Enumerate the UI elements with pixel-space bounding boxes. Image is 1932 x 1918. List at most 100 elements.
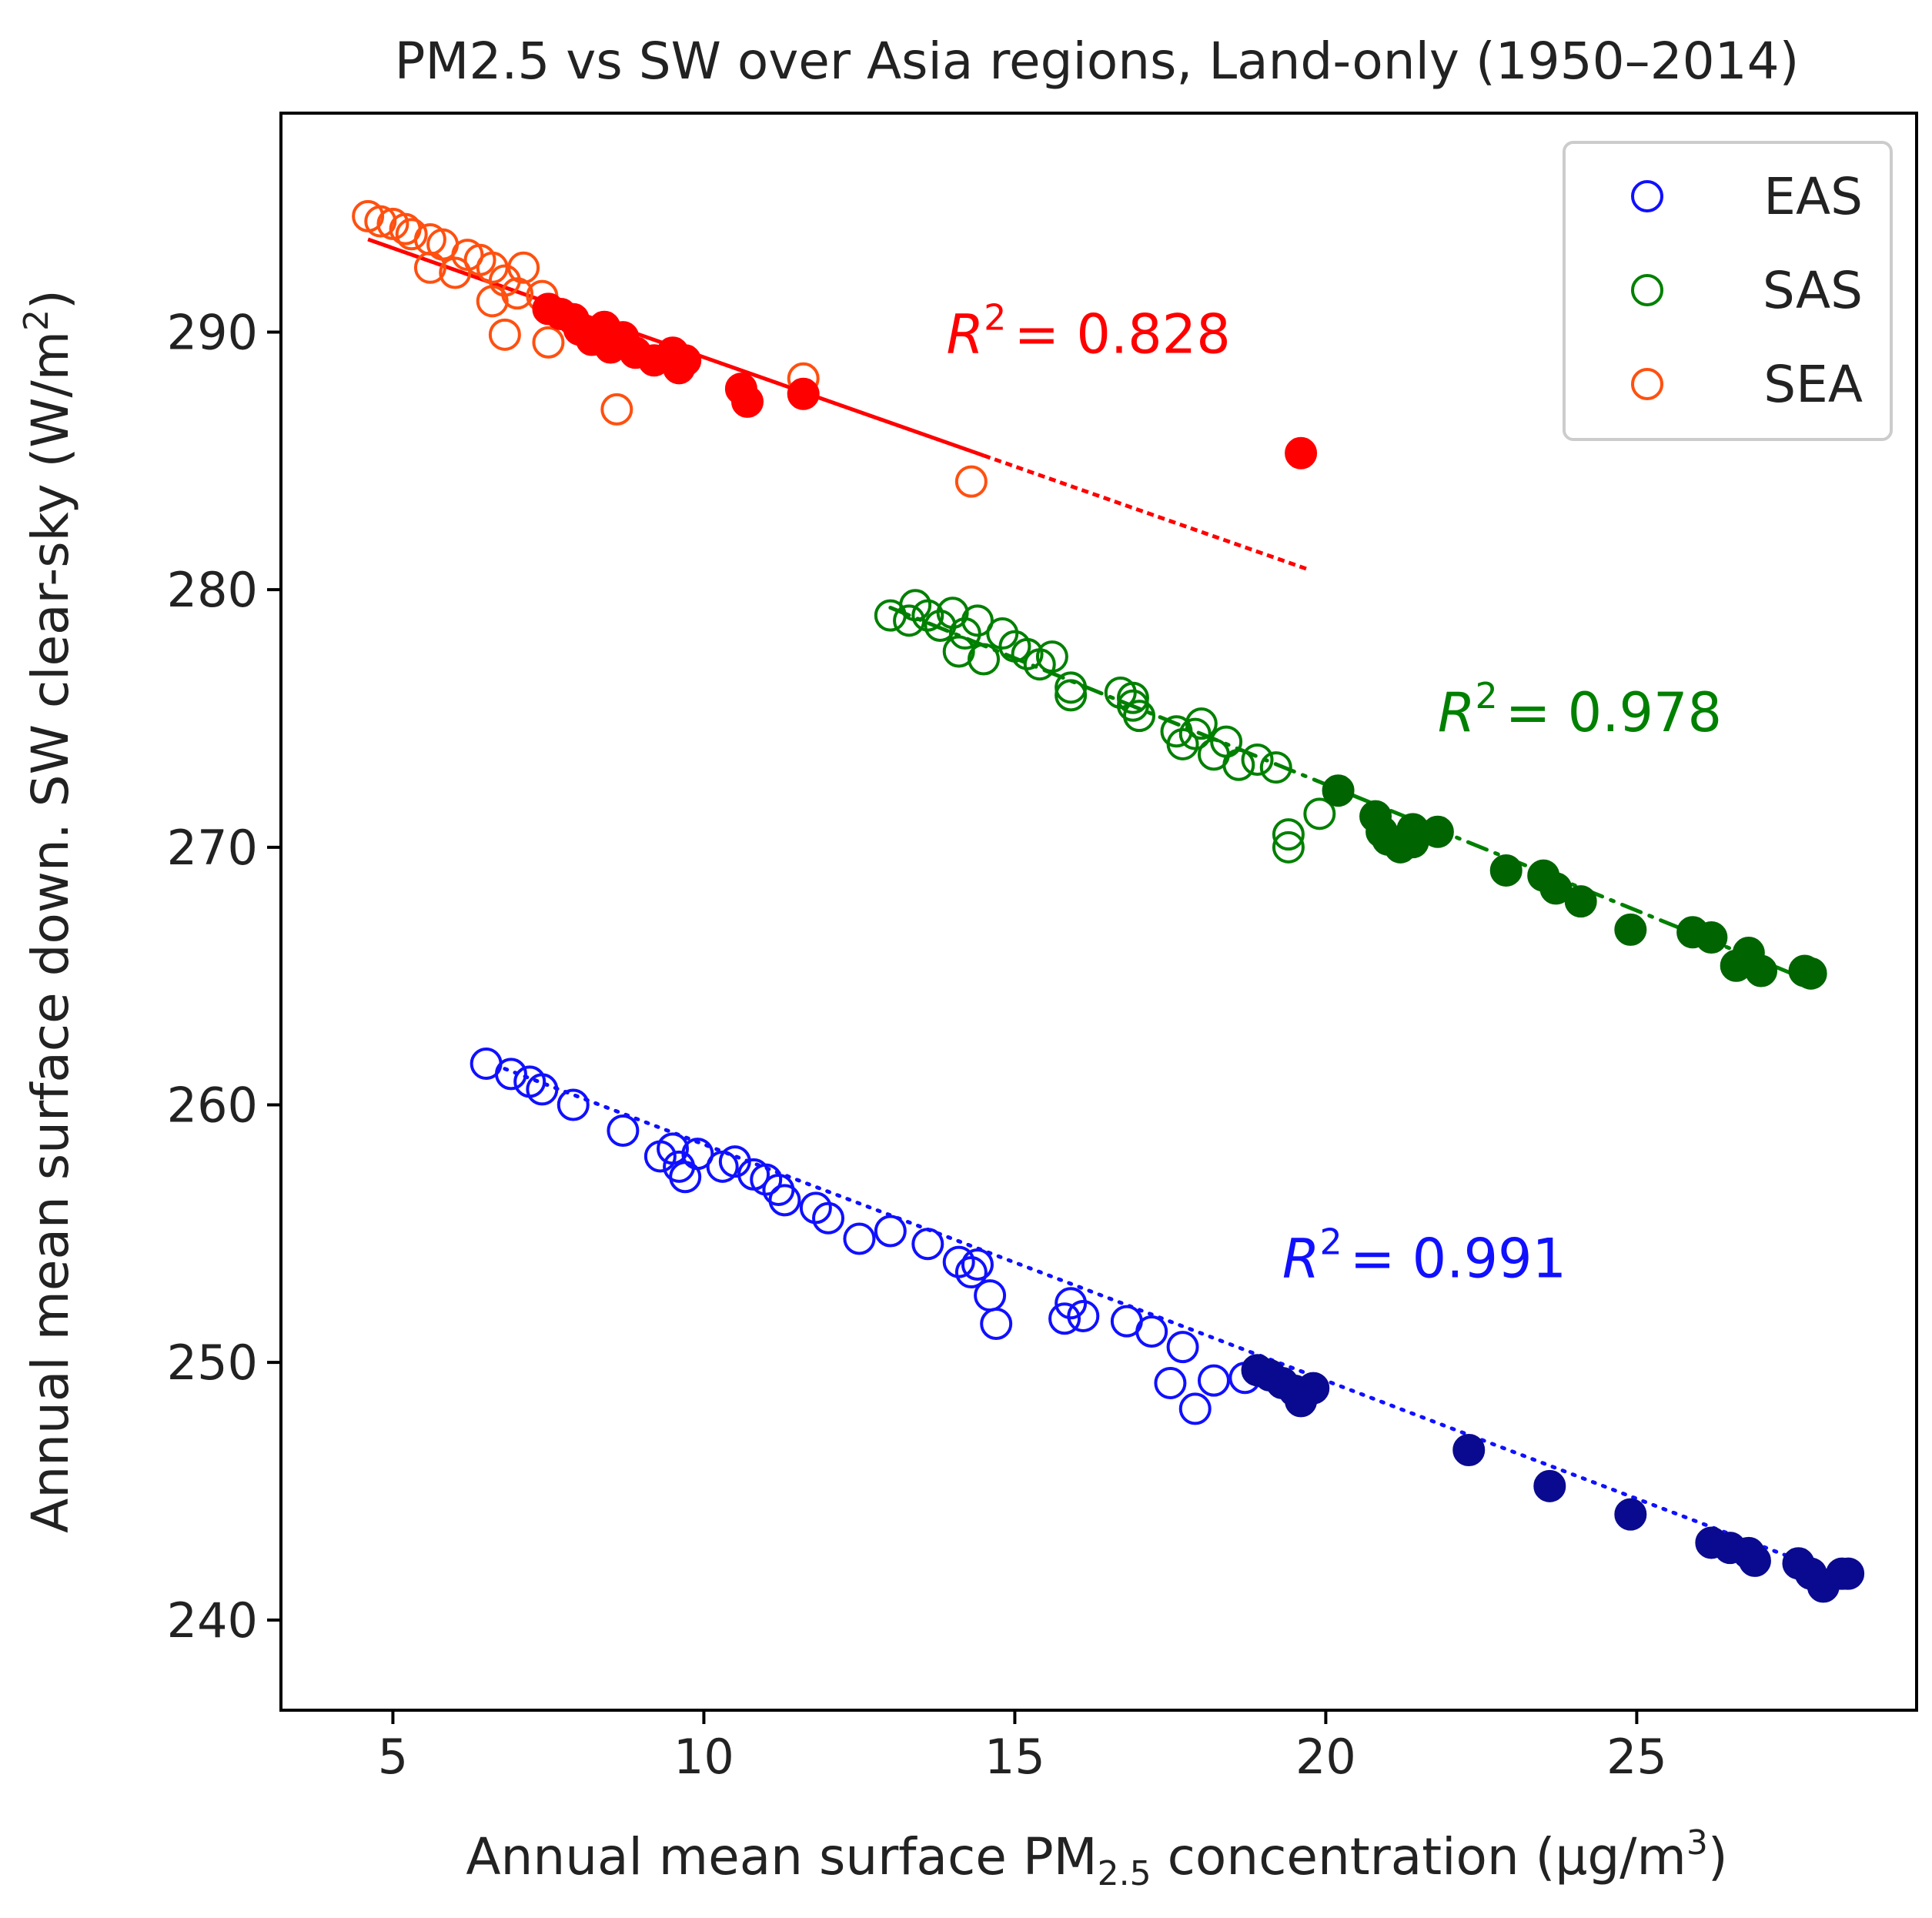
sas-open-point	[1185, 707, 1218, 740]
eas-r2-value: = 0.991	[1350, 1228, 1566, 1291]
eas-open-point	[557, 1088, 590, 1121]
sas-open-point	[1303, 797, 1336, 830]
data-points	[352, 199, 1865, 1603]
x-tick-label: 15	[984, 1729, 1045, 1785]
sas-r2-superscript: 2	[1475, 675, 1497, 717]
sas-open-point	[1222, 748, 1255, 781]
sea-filled-point	[1285, 436, 1318, 469]
sas-open-point	[924, 610, 957, 643]
sas-filled-point	[1745, 954, 1778, 987]
y-tick-label: 270	[167, 820, 258, 876]
x-tick-label: 25	[1606, 1729, 1667, 1785]
sas-open-point	[942, 635, 975, 668]
sas-open-point	[961, 604, 994, 637]
eas-r2-label: R2 = 0.991	[1282, 1221, 1566, 1291]
eas-open-point	[954, 1256, 988, 1289]
sas-r2-label: R2 = 0.978	[1438, 675, 1722, 744]
sea-open-point	[532, 326, 565, 359]
eas-open-point	[1166, 1331, 1199, 1364]
eas-open-point	[681, 1138, 714, 1171]
eas-open-point	[1048, 1302, 1081, 1335]
legend: EAS SAS SEA	[1563, 141, 1893, 441]
y-axis-label-prefix: Annual mean surface down. SW clear-sky (…	[21, 331, 80, 1533]
x-tick-label: 10	[674, 1729, 734, 1785]
sea-open-point	[476, 251, 509, 284]
y-tick-label: 240	[167, 1592, 258, 1649]
eas-filled-point	[1297, 1372, 1330, 1405]
eas-open-point	[980, 1307, 1013, 1340]
chart-title: PM2.5 vs SW over Asia regions, Land-only…	[395, 32, 1800, 91]
eas-open-point	[843, 1222, 876, 1255]
y-tick-label: 250	[167, 1335, 258, 1391]
sea-open-point	[364, 205, 397, 238]
x-tick-label: 20	[1295, 1729, 1356, 1785]
y-tick-label: 290	[167, 304, 258, 360]
sea-r2-superscript: 2	[984, 296, 1006, 338]
eas-filled-point	[1832, 1557, 1865, 1590]
eas-filled-point	[1614, 1498, 1647, 1531]
sas-open-point	[1241, 743, 1274, 777]
sea-r2-symbol: R	[947, 302, 984, 366]
x-axis-label-superscript: 3	[1686, 1823, 1708, 1863]
y-tick-label: 280	[167, 562, 258, 618]
sea-open-point	[501, 277, 534, 310]
y-tick-label: 260	[167, 1078, 258, 1134]
sas-open-point	[986, 617, 1019, 650]
x-axis-label-subscript: 2.5	[1098, 1854, 1152, 1893]
x-axis-label-prefix: Annual mean surface PM	[466, 1827, 1097, 1886]
eas-open-point	[1178, 1392, 1212, 1425]
sea-open-point	[600, 393, 633, 426]
eas-open-point	[812, 1201, 845, 1235]
eas-open-point	[1197, 1364, 1230, 1397]
sas-filled-point	[1614, 913, 1647, 946]
x-axis-label-suffix: concentration (μg/m	[1152, 1827, 1686, 1886]
sas-open-point	[1259, 751, 1292, 784]
eas-open-point	[974, 1279, 1007, 1312]
eas-open-point	[874, 1215, 907, 1248]
sas-open-point	[1055, 671, 1088, 704]
sas-r2-symbol: R	[1438, 681, 1476, 744]
sea-r2-value: = 0.828	[1014, 302, 1230, 366]
sea-open-point	[507, 251, 540, 284]
sea-open-point	[395, 218, 428, 251]
sas-open-point	[1123, 700, 1156, 733]
x-tick-label: 5	[378, 1729, 408, 1785]
sas-filled-point	[1489, 854, 1523, 887]
eas-open-point	[1135, 1315, 1168, 1348]
eas-open-point	[494, 1058, 527, 1091]
sas-open-point	[968, 643, 1001, 676]
eas-filled-point	[1533, 1469, 1566, 1502]
y-axis-label: Annual mean surface down. SW clear-sky (…	[17, 289, 80, 1533]
sea-open-point	[488, 318, 521, 351]
eas-open-point	[526, 1073, 559, 1106]
sea-fit-line-extension	[983, 453, 1309, 571]
eas-r2-superscript: 2	[1319, 1221, 1342, 1263]
sas-filled-point	[1322, 774, 1355, 807]
sas-open-point	[1116, 681, 1149, 714]
sas-legend-label: SAS	[1763, 261, 1863, 320]
sas-open-point	[893, 604, 926, 637]
sas-filled-point	[1794, 957, 1827, 990]
eas-open-point	[1067, 1299, 1100, 1332]
axis-ticks: 5 10 15 20 25 240 250 260 270 280 290	[167, 304, 1667, 1785]
x-axis-label: Annual mean surface PM2.5 concentration …	[466, 1823, 1727, 1893]
eas-open-point	[1154, 1366, 1187, 1399]
sea-legend-marker	[1631, 368, 1663, 400]
sas-open-point	[1272, 830, 1305, 864]
plot-area	[279, 112, 1918, 1712]
y-axis-label-end: )	[21, 289, 80, 309]
sea-open-point	[476, 285, 509, 318]
sea-legend-label: SEA	[1763, 355, 1863, 414]
sas-filled-point	[1695, 921, 1728, 954]
eas-legend-marker	[1631, 180, 1663, 212]
sea-open-point	[413, 251, 446, 284]
eas-open-point	[911, 1228, 944, 1261]
eas-open-point	[961, 1248, 994, 1281]
sas-open-point	[1055, 679, 1088, 712]
sas-r2-value: = 0.978	[1506, 681, 1722, 744]
sas-legend-marker	[1631, 274, 1663, 306]
sas-filled-point	[1539, 872, 1573, 905]
eas-filled-point	[1738, 1544, 1771, 1577]
eas-r2-symbol: R	[1282, 1228, 1320, 1291]
